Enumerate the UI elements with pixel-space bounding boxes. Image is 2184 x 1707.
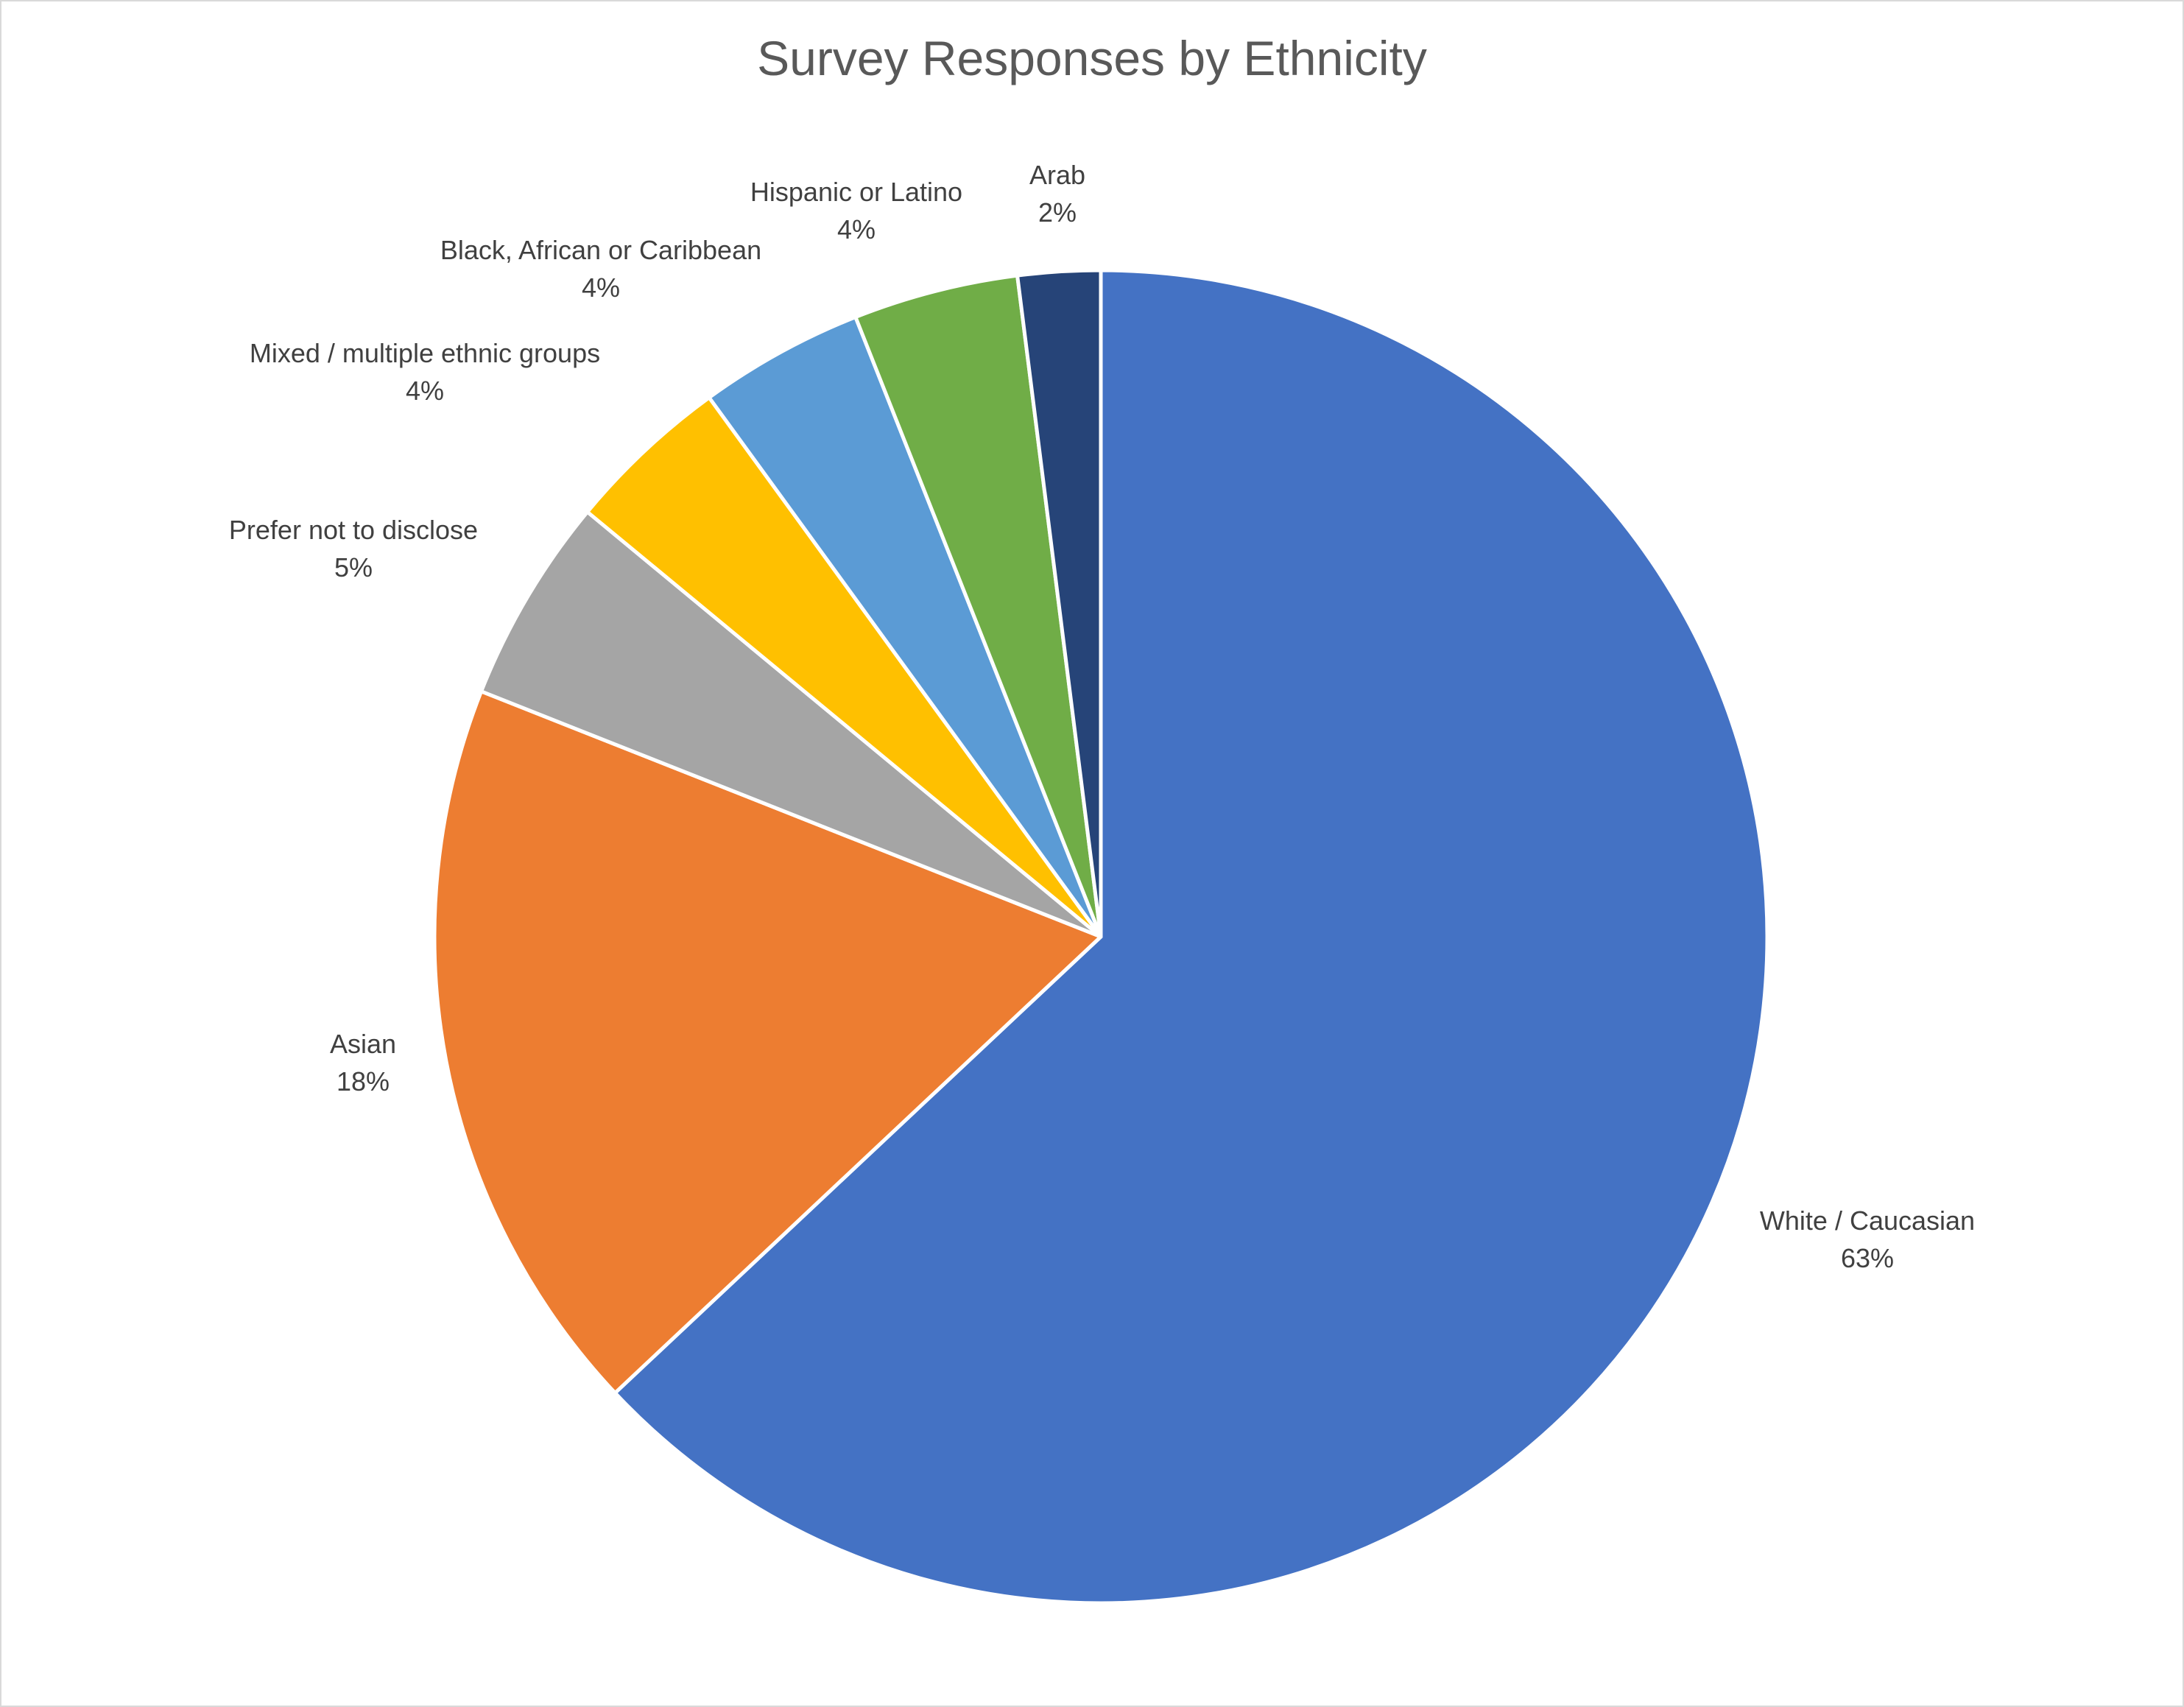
- pie-slice-mixed-multiple-ethnic-groups: [585, 395, 1103, 939]
- pie-slice-white-caucasian: [613, 268, 1769, 1605]
- data-label-value: 4%: [582, 272, 620, 303]
- data-label-value: 4%: [406, 376, 444, 406]
- data-label-category: Prefer not to disclose: [229, 515, 478, 545]
- chart-title: Survey Responses by Ethnicity: [757, 31, 1427, 85]
- pie-slice-black-african-or-caribbean: [707, 315, 1103, 939]
- data-label-category: White / Caucasian: [1760, 1206, 1975, 1236]
- data-label-category: Arab: [1029, 160, 1085, 190]
- data-label-value: 18%: [337, 1066, 390, 1097]
- data-label-value: 4%: [837, 214, 876, 244]
- data-label-value: 5%: [334, 552, 373, 583]
- pie-slice-asian: [432, 689, 1103, 1395]
- data-label-category: Mixed / multiple ethnic groups: [250, 338, 600, 368]
- data-label-value: 2%: [1038, 197, 1077, 228]
- data-label-category: Hispanic or Latino: [750, 177, 962, 207]
- pie-slice-prefer-not-to-disclose: [479, 510, 1103, 939]
- data-label-value: 63%: [1841, 1243, 1894, 1273]
- data-labels: White / Caucasian 63% Asian 18% Prefer not t…: [229, 160, 1975, 1273]
- data-label-category: Asian: [330, 1029, 396, 1059]
- pie-slices: [432, 268, 1769, 1605]
- data-label-category: Black, African or Caribbean: [440, 235, 761, 265]
- pie-slice-hispanic-or-latino: [853, 273, 1103, 939]
- pie-slice-arab: [1015, 268, 1103, 939]
